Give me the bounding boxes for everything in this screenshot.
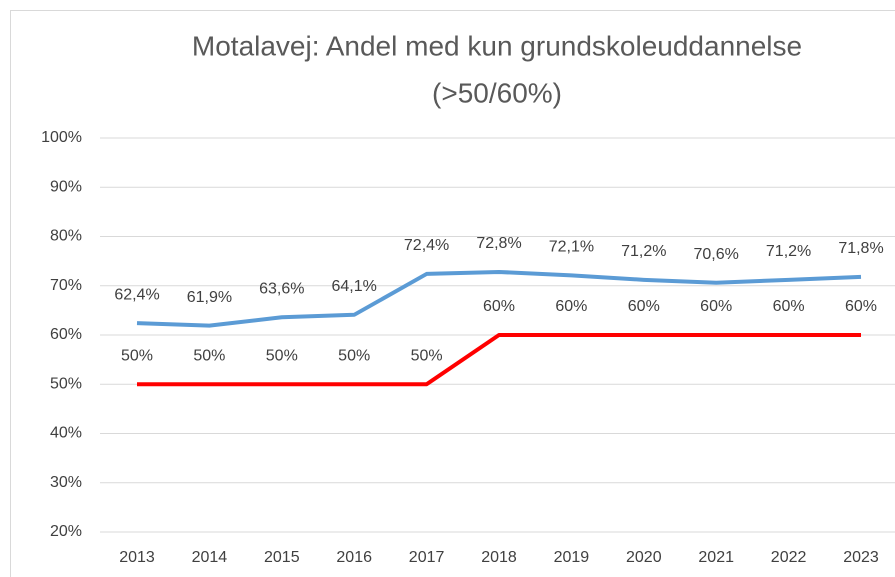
data-label: 71,8% — [838, 240, 883, 257]
data-label: 50% — [411, 347, 443, 364]
x-tick-label: 2021 — [698, 549, 734, 566]
data-label: 50% — [338, 347, 370, 364]
x-tick-label: 2016 — [336, 549, 372, 566]
x-tick-label: 2020 — [626, 549, 662, 566]
y-tick-label: 60% — [50, 326, 82, 343]
data-label: 70,6% — [694, 246, 739, 263]
x-tick-label: 2018 — [481, 549, 517, 566]
x-tick-label: 2017 — [409, 549, 445, 566]
y-tick-label: 30% — [50, 474, 82, 491]
data-label: 60% — [773, 298, 805, 315]
y-tick-label: 50% — [50, 375, 82, 392]
y-tick-label: 100% — [41, 129, 82, 146]
data-label: 63,6% — [259, 280, 304, 297]
data-label: 72,4% — [404, 237, 449, 254]
x-tick-label: 2015 — [264, 549, 300, 566]
data-label: 50% — [193, 347, 225, 364]
data-label: 62,4% — [114, 286, 159, 303]
y-tick-label: 90% — [50, 178, 82, 195]
data-label: 60% — [483, 298, 515, 315]
x-tick-label: 2013 — [119, 549, 155, 566]
y-tick-label: 70% — [50, 277, 82, 294]
data-label: 72,8% — [476, 235, 521, 252]
y-tick-label: 20% — [50, 523, 82, 540]
data-label: 60% — [555, 298, 587, 315]
data-label: 71,2% — [621, 243, 666, 260]
y-tick-label: 40% — [50, 425, 82, 442]
series-line — [137, 333, 861, 387]
data-label: 72,1% — [549, 239, 594, 256]
data-label: 60% — [845, 298, 877, 315]
data-label: 50% — [266, 347, 298, 364]
y-tick-label: 80% — [50, 228, 82, 245]
data-label: 64,1% — [332, 278, 377, 295]
data-label: 50% — [121, 347, 153, 364]
data-label: 61,9% — [187, 289, 232, 306]
data-label: 71,2% — [766, 243, 811, 260]
x-tick-label: 2014 — [192, 549, 228, 566]
x-tick-label: 2023 — [843, 549, 879, 566]
chart-title: Motalavej: Andel med kun grundskoleuddan… — [192, 30, 802, 61]
data-label: 60% — [628, 298, 660, 315]
x-tick-label: 2022 — [771, 549, 807, 566]
series-line — [136, 269, 862, 328]
data-label: 60% — [700, 298, 732, 315]
x-tick-label: 2019 — [554, 549, 590, 566]
chart-title: (>50/60%) — [432, 77, 562, 108]
